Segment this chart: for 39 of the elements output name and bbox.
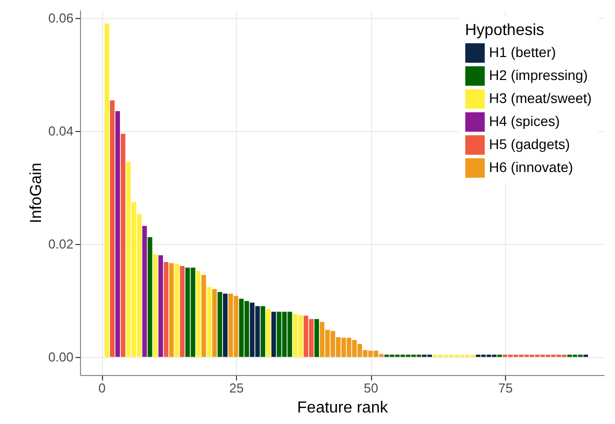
legend-label: H5 (gadgets) [489, 136, 570, 152]
legend-label: H6 (innovate) [489, 159, 574, 175]
legend-title: Hypothesis [465, 22, 544, 39]
x-axis-title: Feature rank [297, 400, 389, 416]
x-tick-label: 75 [498, 380, 513, 396]
bar [120, 134, 126, 357]
y-tick-label: 0.00 [48, 349, 74, 364]
bar [260, 306, 266, 357]
bar [104, 24, 110, 357]
bar [142, 226, 147, 357]
bar [180, 266, 185, 357]
bar [174, 264, 180, 357]
bar [314, 319, 320, 357]
bar [169, 263, 174, 357]
bar [206, 286, 212, 357]
y-tick-label: 0.04 [48, 123, 74, 138]
bar [218, 292, 222, 357]
bar [110, 100, 115, 357]
bar [148, 237, 152, 357]
y-tick-label: 0.02 [48, 236, 74, 252]
x-tick-label: 25 [229, 380, 244, 396]
bar [201, 274, 206, 357]
y-tick-label: 0.06 [48, 10, 74, 26]
y-axis-title: InfoGain [28, 162, 46, 224]
legend-label: H1 (better) [489, 44, 556, 60]
legend-label: H4 (spices) [489, 113, 560, 129]
bar [266, 308, 271, 357]
bar [164, 262, 168, 357]
bar [153, 254, 158, 357]
bar [212, 289, 217, 357]
legend-label: H2 (impressing) [489, 67, 588, 83]
x-tick-label: 0 [98, 380, 106, 396]
bar [196, 271, 201, 357]
legend-label: H3 (meat/sweet) [489, 90, 592, 106]
bar [271, 312, 276, 357]
bar [222, 294, 228, 357]
x-tick-label: 50 [364, 380, 378, 396]
bar [158, 255, 163, 357]
bar [115, 111, 120, 357]
